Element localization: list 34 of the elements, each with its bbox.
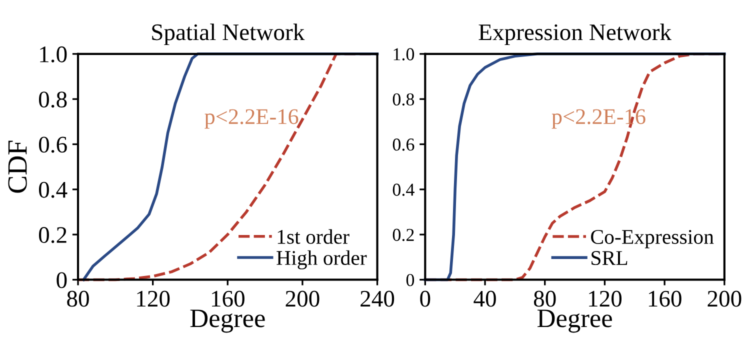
y-tick-label: 1.0: [40, 46, 67, 62]
x-tick-label: 240: [360, 290, 394, 307]
y-tick-label: 0.4: [38, 182, 68, 198]
x-tick-label: 120: [137, 290, 170, 307]
annotation: p<2.2E-16: [204, 109, 298, 129]
x-tick-label: 0: [420, 290, 430, 307]
legend-label: High order: [276, 250, 367, 270]
x-axis-title: Degree: [537, 310, 612, 333]
y-tick-label: 0.8: [392, 93, 414, 106]
x-tick-label: 160: [212, 290, 244, 307]
x-tick-label: 80: [67, 290, 89, 307]
annotation: p<2.2E-16: [552, 109, 646, 129]
x-tick-label: 200: [286, 290, 320, 307]
y-tick-label: 0.4: [392, 184, 414, 196]
y-tick-label: 0: [56, 272, 67, 288]
x-tick-label: 40: [474, 290, 496, 307]
x-tick-label: 120: [589, 290, 622, 307]
x-tick-label: 80: [534, 290, 556, 307]
legend-label: 1st order: [278, 229, 350, 244]
legend-label: Co-Expression: [591, 230, 714, 248]
chart-title: Spatial Network: [152, 24, 305, 46]
chart-title: Expression Network: [478, 24, 672, 46]
y-tick-label: 1.0: [394, 48, 414, 60]
x-tick-label: 160: [648, 290, 682, 307]
y-tick-label: 0.2: [38, 227, 66, 244]
x-tick-label: 200: [708, 290, 742, 307]
y-tick-label: 0.6: [392, 138, 414, 151]
y-axis-title: CDF: [8, 140, 27, 193]
y-tick-label: 0.2: [392, 228, 414, 242]
x-axis-title: Degree: [190, 310, 265, 333]
y-tick-label: 0: [406, 274, 414, 286]
legend-label: SRL: [592, 251, 628, 266]
y-tick-label: 0.8: [38, 92, 67, 108]
y-tick-label: 0.6: [38, 136, 67, 153]
